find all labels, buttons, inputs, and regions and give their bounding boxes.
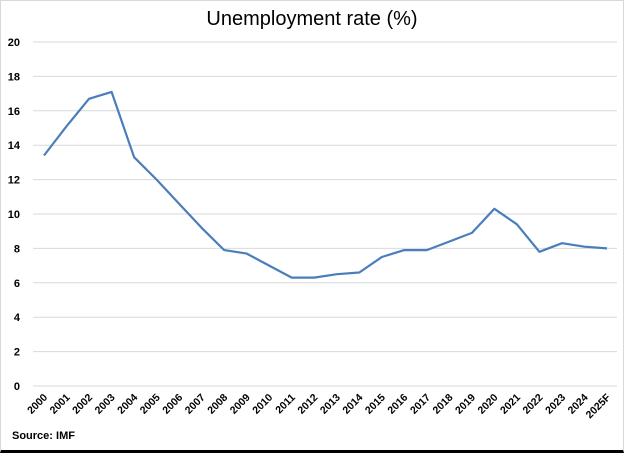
x-tick-label: 2013	[318, 392, 343, 417]
x-tick-label: 2016	[385, 392, 410, 417]
x-tick-label: 2015	[363, 392, 388, 417]
y-tick-label: 4	[14, 312, 21, 324]
x-tick-label: 2025F	[584, 391, 614, 421]
x-tick-label: 2023	[543, 392, 568, 417]
x-tick-label: 2017	[408, 392, 433, 417]
x-tick-label: 2000	[25, 392, 50, 417]
x-tick-label: 2002	[70, 392, 95, 417]
y-tick-label: 6	[14, 278, 20, 290]
y-tick-label: 12	[8, 175, 20, 187]
x-tick-label: 2012	[295, 392, 320, 417]
chart-title: Unemployment rate (%)	[206, 8, 418, 30]
x-tick-label: 2009	[228, 392, 253, 417]
x-tick-label: 2014	[340, 392, 365, 417]
y-tick-label: 2	[14, 347, 20, 359]
y-tick-label: 14	[8, 140, 21, 152]
x-tick-label: 2021	[498, 392, 523, 417]
y-tick-label: 10	[8, 209, 20, 221]
source-note: Source: IMF	[12, 430, 75, 442]
x-tick-label: 2018	[430, 392, 455, 417]
x-tick-label: 2003	[93, 392, 118, 417]
y-tick-label: 0	[14, 381, 20, 393]
x-tick-label: 2022	[521, 392, 546, 417]
x-axis-ticks: 2000200120022003200420052006200720082009…	[25, 391, 613, 421]
series-line	[43, 90, 608, 279]
x-tick-label: 2006	[160, 392, 185, 417]
x-tick-label: 2020	[476, 392, 501, 417]
x-tick-label: 2010	[250, 392, 275, 417]
x-tick-label: 2001	[48, 392, 73, 417]
x-tick-label: 2004	[115, 392, 140, 417]
x-tick-label: 2011	[273, 392, 298, 417]
gridlines	[33, 41, 617, 387]
x-tick-label: 2019	[453, 392, 478, 417]
x-tick-label: 2008	[205, 392, 230, 417]
x-tick-label: 2007	[183, 392, 208, 417]
y-axis-ticks: 0 2 4 6 8 10 12 14 16 18 20	[8, 37, 21, 393]
y-tick-label: 16	[8, 106, 20, 118]
y-tick-label: 20	[8, 37, 20, 49]
y-tick-label: 18	[8, 71, 20, 83]
x-tick-label: 2005	[138, 392, 163, 417]
y-tick-label: 8	[14, 243, 20, 255]
